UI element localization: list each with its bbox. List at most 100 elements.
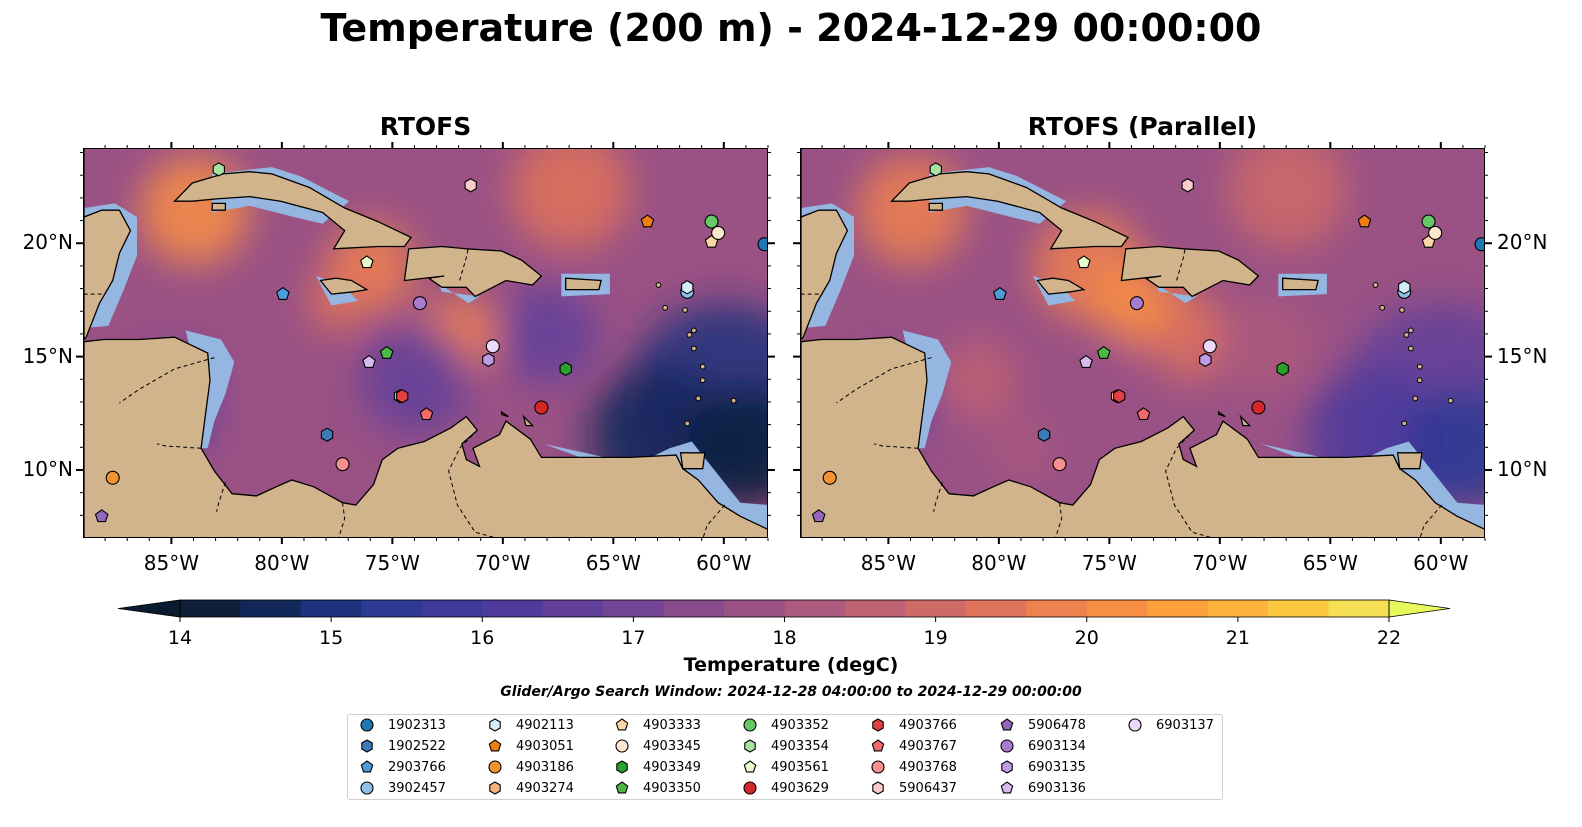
colorbar-segment <box>1147 600 1209 617</box>
float-1902522[interactable] <box>320 427 334 442</box>
float-1902313[interactable] <box>360 718 374 732</box>
float-4903186[interactable] <box>822 470 837 485</box>
float-4902113[interactable] <box>1398 280 1411 295</box>
float-4903768[interactable] <box>1052 457 1067 472</box>
float-4903345[interactable] <box>711 225 726 240</box>
float-6903137[interactable] <box>485 339 500 354</box>
float-4903767[interactable] <box>1136 407 1151 421</box>
float-4903345[interactable] <box>1428 225 1443 240</box>
land-mass <box>1396 452 1423 470</box>
float-4903629[interactable] <box>743 781 757 795</box>
float-6903137[interactable] <box>1202 339 1217 354</box>
float-2903766[interactable] <box>993 286 1007 300</box>
float-4903354[interactable] <box>929 162 942 177</box>
float-6903134[interactable] <box>1000 739 1014 753</box>
float-4903629[interactable] <box>534 400 549 415</box>
float-4903766[interactable] <box>1113 389 1126 404</box>
legend-marker-icon <box>872 781 884 795</box>
country-border <box>459 246 469 281</box>
legend-item: 4903350 <box>613 779 701 797</box>
colorbar-tick-label: 18 <box>772 627 796 649</box>
float-4903766[interactable] <box>396 389 409 404</box>
float-6903136[interactable] <box>362 354 376 368</box>
legend-marker-icon <box>1000 781 1014 794</box>
float-4903354[interactable] <box>744 739 756 753</box>
float-4903186[interactable] <box>488 760 502 774</box>
float-4903333[interactable] <box>615 718 629 731</box>
float-4903350[interactable] <box>1096 345 1111 359</box>
float-6903136[interactable] <box>1079 354 1093 368</box>
float-4902113[interactable] <box>489 718 501 732</box>
float-1902313[interactable] <box>1474 237 1485 252</box>
colorbar-over-arrow <box>1388 599 1451 618</box>
float-4903561[interactable] <box>743 760 757 773</box>
legend-marker-icon <box>871 760 885 774</box>
float-4903561[interactable] <box>360 255 374 269</box>
legend-item: 4903274 <box>486 779 574 797</box>
float-4903345[interactable] <box>615 739 629 753</box>
float-4903350[interactable] <box>379 345 394 359</box>
lat-tick-label: 10°N <box>22 456 73 481</box>
float-6903135[interactable] <box>1199 352 1212 368</box>
float-4902113[interactable] <box>681 280 694 295</box>
float-5906478[interactable] <box>94 509 109 523</box>
float-6903135[interactable] <box>1001 760 1013 774</box>
float-3902457[interactable] <box>360 781 374 795</box>
legend-marker-icon <box>488 739 502 752</box>
float-6903135[interactable] <box>482 352 495 368</box>
legend-item: 4903561 <box>741 758 829 776</box>
float-4903768[interactable] <box>871 760 885 774</box>
lon-tick-label: 70°W <box>475 551 531 575</box>
float-5906437[interactable] <box>872 781 884 795</box>
float-6903134[interactable] <box>1129 296 1144 311</box>
lon-tick-label: 65°W <box>585 551 641 575</box>
float-4903350[interactable] <box>615 781 629 794</box>
float-1902313[interactable] <box>757 237 768 252</box>
colorbar-tick-label: 16 <box>470 627 494 649</box>
float-6903134[interactable] <box>412 296 427 311</box>
left-map[interactable] <box>83 148 768 538</box>
island <box>730 397 737 404</box>
legend-label: 4903349 <box>643 759 701 775</box>
float-4903767[interactable] <box>871 739 885 752</box>
float-1902522[interactable] <box>1037 427 1051 442</box>
float-2903766[interactable] <box>276 286 290 300</box>
float-4903349[interactable] <box>559 361 572 377</box>
float-4903186[interactable] <box>105 470 120 485</box>
float-6903137[interactable] <box>1128 718 1142 732</box>
lon-tick-label: 70°W <box>1192 551 1248 575</box>
colorbar-label: Temperature (degC) <box>683 654 899 676</box>
legend-marker-icon <box>360 781 374 795</box>
float-4903629[interactable] <box>1251 400 1266 415</box>
float-5906437[interactable] <box>464 178 477 193</box>
float-4903352[interactable] <box>1421 214 1436 229</box>
lat-tick-label: 10°N <box>1497 456 1548 481</box>
float-5906437[interactable] <box>1181 178 1194 193</box>
float-4903354[interactable] <box>212 162 225 177</box>
float-4903051[interactable] <box>488 739 502 752</box>
colorbar-segment <box>603 600 665 617</box>
island <box>699 377 706 384</box>
float-5906478[interactable] <box>1000 718 1014 731</box>
float-2903766[interactable] <box>360 760 374 773</box>
float-4903051[interactable] <box>1357 214 1372 228</box>
float-4903051[interactable] <box>640 214 655 228</box>
legend-marker-icon <box>743 760 757 773</box>
float-6903136[interactable] <box>1000 781 1014 794</box>
float-4903349[interactable] <box>1276 361 1289 377</box>
float-4903274[interactable] <box>489 781 501 795</box>
float-1902522[interactable] <box>361 739 373 753</box>
float-4903766[interactable] <box>872 718 884 732</box>
lon-tick-label: 60°W <box>696 551 752 575</box>
land-mass <box>1217 410 1226 418</box>
float-4903561[interactable] <box>1077 255 1091 269</box>
float-4903352[interactable] <box>704 214 719 229</box>
right-map[interactable] <box>800 148 1485 538</box>
float-4903768[interactable] <box>335 457 350 472</box>
lon-tick-label: 60°W <box>1413 551 1469 575</box>
float-4903352[interactable] <box>743 718 757 732</box>
float-4903349[interactable] <box>616 760 628 774</box>
legend-marker-icon <box>615 739 629 753</box>
float-5906478[interactable] <box>811 509 826 523</box>
float-4903767[interactable] <box>419 407 434 421</box>
